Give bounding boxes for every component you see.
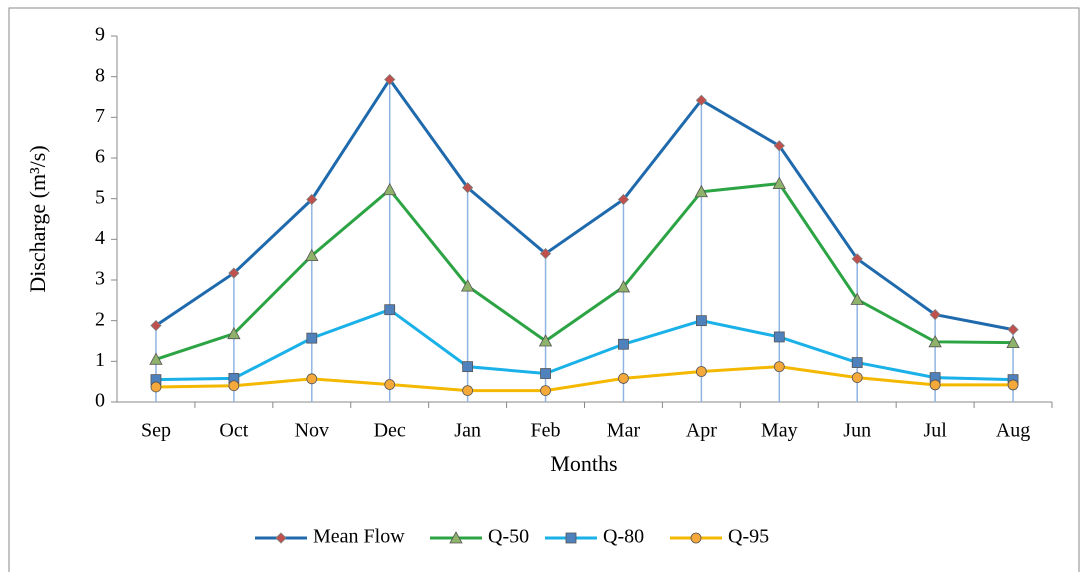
marker	[773, 331, 785, 343]
y-tick-label: 8	[95, 64, 105, 86]
legend-item: Mean Flow	[255, 526, 405, 548]
marker	[227, 326, 241, 340]
marker	[228, 267, 240, 279]
series	[150, 73, 1019, 336]
legend-label: Q-80	[603, 526, 644, 548]
line	[155, 76, 1014, 332]
legend-label: Mean Flow	[313, 526, 405, 548]
marker	[384, 304, 396, 316]
x-tick-label: Jul	[923, 420, 947, 442]
marker	[306, 193, 318, 206]
marker	[449, 531, 463, 544]
x-tick-label: Apr	[686, 420, 717, 442]
x-tick-label: May	[761, 420, 798, 442]
marker	[617, 193, 630, 206]
x-axis-title: Months	[550, 451, 617, 476]
marker	[540, 368, 551, 379]
marker	[929, 379, 941, 391]
legend-label: Q-50	[488, 526, 529, 548]
marker	[462, 182, 474, 194]
marker	[275, 532, 287, 544]
marker	[772, 176, 786, 190]
marker	[539, 248, 552, 260]
marker	[150, 319, 162, 332]
chart-frame	[8, 7, 1080, 572]
series	[149, 176, 1020, 365]
y-tick-label: 5	[95, 186, 105, 208]
marker	[460, 279, 475, 292]
x-tick-label: Aug	[996, 420, 1030, 442]
marker	[695, 94, 707, 106]
y-tick-label: 3	[95, 268, 105, 290]
marker	[695, 366, 707, 377]
marker	[540, 385, 551, 397]
marker	[306, 373, 318, 385]
marker	[306, 332, 318, 344]
marker	[383, 182, 397, 196]
marker	[149, 352, 163, 365]
y-axis-title: Discharge (m³/s)	[25, 145, 50, 292]
marker	[618, 338, 629, 350]
marker	[1007, 379, 1019, 391]
x-tick-label: Feb	[531, 420, 561, 442]
x-tick-label: Mar	[607, 420, 641, 442]
line	[155, 182, 1014, 361]
x-tick-label: Nov	[295, 420, 329, 442]
marker	[462, 385, 474, 397]
x-tick-label: Jun	[843, 420, 871, 442]
marker	[851, 253, 863, 265]
legend-item: Q-80	[545, 526, 644, 548]
marker	[695, 315, 707, 327]
marker	[150, 381, 162, 393]
x-tick-label: Sep	[141, 420, 171, 442]
marker	[616, 280, 631, 293]
marker	[228, 380, 240, 392]
marker	[694, 184, 709, 198]
legend-item: Q-50	[430, 526, 529, 548]
legend-label: Q-95	[728, 526, 769, 548]
marker	[618, 373, 629, 384]
x-tick-label: Dec	[374, 420, 406, 442]
y-tick-label: 2	[95, 308, 105, 330]
marker	[565, 532, 577, 544]
y-tick-label: 0	[95, 390, 105, 412]
marker	[851, 372, 863, 384]
y-tick-label: 7	[95, 105, 105, 127]
legend-item: Q-95	[670, 526, 769, 548]
marker	[850, 292, 864, 305]
marker	[384, 73, 396, 86]
marker	[773, 140, 785, 152]
marker	[462, 361, 474, 373]
marker	[690, 532, 702, 544]
marker	[928, 334, 942, 348]
marker	[305, 248, 319, 262]
x-tick-label: Oct	[219, 420, 248, 442]
marker	[773, 361, 785, 373]
x-tick-label: Jan	[454, 420, 481, 442]
marker	[538, 334, 553, 347]
marker	[851, 357, 863, 368]
y-tick-label: 9	[95, 24, 105, 46]
marker	[384, 379, 396, 390]
series	[150, 361, 1019, 397]
y-tick-label: 4	[95, 227, 105, 249]
y-tick-label: 1	[95, 349, 105, 371]
marker	[1006, 335, 1020, 349]
line	[155, 365, 1014, 393]
marker	[929, 309, 941, 321]
marker	[1007, 324, 1019, 336]
line	[155, 308, 1014, 382]
y-tick-label: 6	[95, 146, 105, 168]
